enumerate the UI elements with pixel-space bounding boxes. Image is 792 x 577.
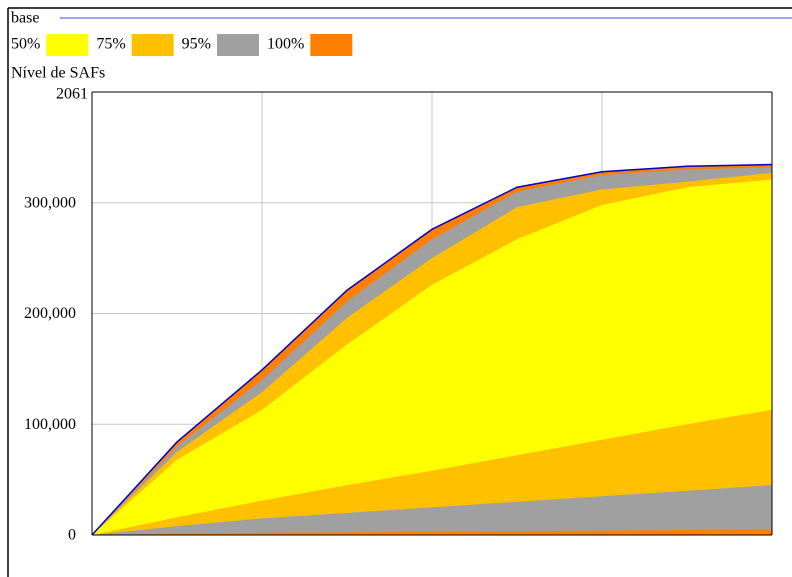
legend-swatch <box>131 34 174 56</box>
legend-swatch <box>46 34 89 56</box>
band-area <box>92 179 772 535</box>
base-legend-label: base <box>11 10 39 27</box>
y-axis-label: Nível de SAFs <box>11 65 105 82</box>
legend-label: 95% <box>182 36 211 53</box>
y-tick-label: 300,000 <box>24 194 76 211</box>
top-label: 2061 <box>56 86 88 103</box>
legend-label: 50% <box>11 36 40 53</box>
legend-label: 100% <box>267 36 304 53</box>
legend-label: 75% <box>96 36 125 53</box>
base-line <box>91 163 773 536</box>
y-tick-label: 200,000 <box>24 305 76 322</box>
legend-swatch <box>216 34 259 56</box>
y-tick-label: 0 <box>68 527 76 544</box>
y-tick-label: 100,000 <box>24 416 76 433</box>
legend-swatch <box>310 34 353 56</box>
